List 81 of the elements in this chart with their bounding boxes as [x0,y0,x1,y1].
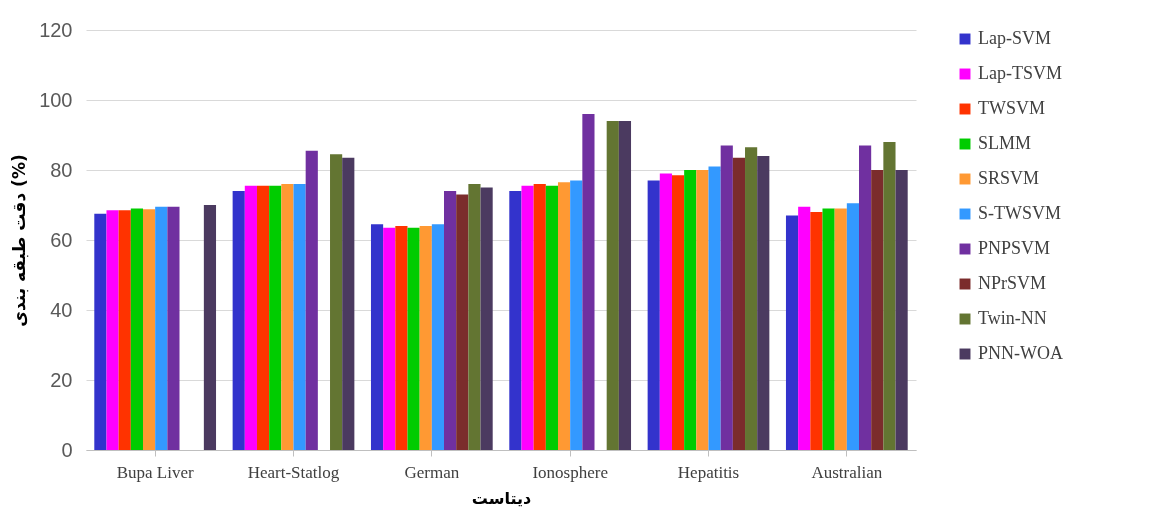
y-tick-label: 120 [39,18,73,41]
bar [444,191,457,450]
bar [618,121,632,450]
y-tick-label: 0 [61,438,73,461]
bar [155,206,168,450]
legend-label: SRSVM [978,168,1040,188]
bar [606,121,619,450]
bar [545,185,558,450]
bar [468,184,481,450]
x-tick-label: Australian [811,462,883,482]
y-tick-label: 40 [50,298,73,321]
bar [94,213,107,450]
legend-label: Twin-NN [978,308,1047,328]
y-axis-title: دقت طبقه بندی (%) [9,154,30,327]
bar [757,156,770,450]
bar [281,184,294,450]
legend-label: S-TWSVM [978,203,1062,223]
bar [431,224,445,450]
bar [456,194,469,450]
bar [244,185,257,450]
x-tick-label: Bupa Liver [116,462,194,482]
bar [557,182,571,450]
bar [732,157,746,450]
y-tick-label: 80 [50,158,73,181]
bar [883,142,896,450]
bar [684,170,697,450]
x-tick-label: German [404,462,460,482]
bar [330,154,343,450]
bar [895,170,908,450]
bar [696,170,709,450]
x-tick-label: Heart-Statlog [247,462,340,482]
bar [256,185,270,450]
bar [269,185,282,450]
x-axis-title: دیتاست [471,488,532,508]
bar [720,145,733,450]
bar [810,212,823,450]
y-tick-label: 100 [39,88,73,111]
bar [846,203,860,450]
y-tick-label: 20 [50,368,73,391]
legend-label: NPrSVM [978,273,1047,293]
legend-label: TWSVM [978,98,1045,118]
bar [521,185,534,450]
y-tick-label: 60 [50,228,73,251]
bar [582,114,595,450]
bar [659,173,672,450]
bar [370,224,384,450]
legend-label: SLMM [978,133,1032,153]
bar [480,187,493,450]
legend-label: Lap-SVM [978,28,1051,48]
bar [106,210,119,450]
bar [859,145,872,450]
bar [118,210,131,450]
bar [509,191,522,450]
x-tick-label: Hepatitis [677,462,740,482]
bar [533,184,546,450]
legend-label: PNN-WOA [978,343,1063,363]
bar [305,150,318,450]
bar [293,184,306,450]
bar [342,157,355,450]
bar [203,205,217,450]
legend-label: PNPSVM [978,238,1051,258]
bar [395,226,408,450]
bar [167,206,180,450]
bar [834,208,847,450]
bar [407,227,420,450]
bar [745,147,758,450]
bar [130,208,143,450]
bar [671,175,685,450]
bar [798,206,811,450]
bar [871,170,884,450]
bar [647,180,660,450]
bar [383,227,396,450]
bar [785,215,799,450]
bar [570,180,583,450]
legend-label: Lap-TSVM [978,63,1062,83]
bar [708,166,721,450]
x-tick-label: Ionosphere [532,462,608,482]
bar [419,226,432,450]
bar [232,191,245,450]
bar [142,209,156,450]
bar [822,208,835,450]
